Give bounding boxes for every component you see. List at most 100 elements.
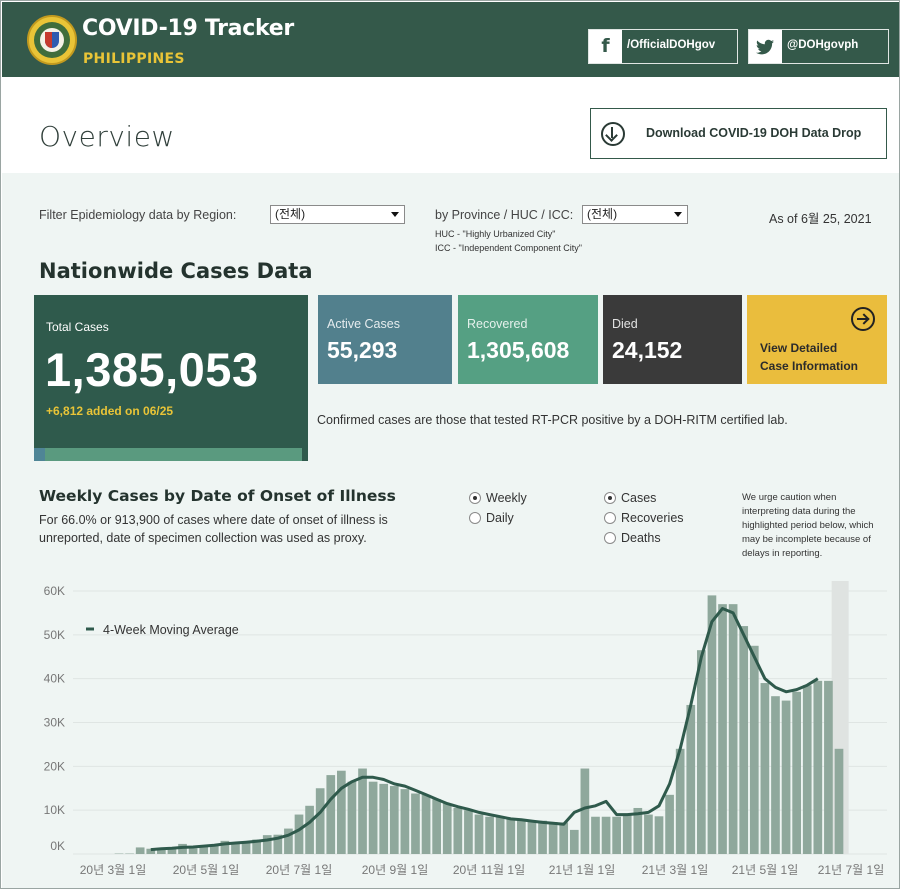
twitter-link[interactable]: @DOHgovph [748, 29, 889, 64]
chart-bar [697, 650, 706, 854]
active-share-segment [34, 448, 45, 461]
chart-bar [548, 822, 558, 854]
facebook-icon: f [589, 30, 622, 63]
chart-bar [442, 803, 452, 854]
doh-seal-icon [27, 15, 77, 65]
weekly-cases-chart: 0K 10K 20K 30K 40K 50K 60K 4-Week Moving Averag… [44, 581, 887, 877]
active-cases-card: Active Cases 55,293 [318, 295, 452, 384]
chart-bar [739, 626, 749, 854]
region-select[interactable]: (전체) [270, 205, 405, 224]
y-tick-label: 40K [44, 672, 65, 686]
chart-bar [199, 846, 209, 854]
chart-bar [337, 770, 346, 854]
huc-note: HUC - "Highly Urbanized City" [435, 229, 556, 239]
chart-bar [347, 781, 357, 854]
chart-bar [802, 685, 812, 854]
y-tick-label: 10K [44, 803, 65, 817]
radio-selected-icon [469, 492, 481, 504]
chart-bar [495, 816, 505, 854]
chevron-down-icon [674, 212, 682, 217]
download-icon [601, 122, 625, 146]
nationwide-title: Nationwide Cases Data [39, 259, 313, 283]
weekly-chart-title: Weekly Cases by Date of Onset of Illness [39, 487, 396, 505]
chart-bar [400, 789, 410, 854]
y-tick-label: 20K [44, 759, 65, 773]
x-tick-label: 20년 7월 1일 [266, 863, 332, 877]
download-data-drop-button[interactable]: Download COVID-19 DOH Data Drop [590, 108, 887, 159]
radio-cases-label: Cases [621, 491, 657, 505]
main-panel [2, 173, 899, 888]
chart-bar [580, 768, 590, 854]
twitter-label: @DOHgovph [787, 39, 859, 51]
chart-bar [644, 814, 653, 854]
cases-added-today: +6,812 added on 06/25 [46, 404, 174, 418]
chart-bar [262, 835, 272, 854]
chart-bar [834, 748, 844, 854]
radio-unselected-icon [604, 532, 616, 544]
chart-bar [474, 814, 484, 854]
chart-bar [792, 691, 801, 854]
region-select-value: (전체) [275, 207, 306, 221]
recovered-share-segment [45, 448, 302, 461]
detail-line-1: View Detailed [760, 341, 838, 355]
chart-bar [241, 841, 251, 854]
chart-bar [146, 848, 156, 854]
view-detailed-case-info-button[interactable]: View Detailed Case Information [747, 295, 887, 384]
chart-bar [612, 816, 621, 854]
x-tick-label: 21년 5월 1일 [732, 863, 798, 877]
chart-bar [315, 788, 325, 854]
chart-bar [389, 786, 399, 854]
died-label: Died [612, 317, 638, 331]
as-of-date: As of 6월 25, 2021 [769, 212, 872, 226]
radio-weekly-label: Weekly [486, 491, 527, 505]
x-tick-label: 21년 7월 1일 [818, 863, 884, 877]
app-title: COVID-19 Tracker [82, 16, 294, 41]
chart-bar [464, 810, 473, 854]
chart-bar [538, 820, 547, 854]
chart-bar [591, 816, 600, 854]
region-filter-label: Filter Epidemiology data by Region: [39, 208, 237, 222]
x-tick-label: 21년 3월 1일 [642, 863, 708, 877]
chart-bar [411, 793, 420, 854]
died-value: 24,152 [612, 337, 683, 363]
radio-unselected-icon [604, 512, 616, 524]
chart-bar [633, 807, 643, 854]
chart-bar [167, 847, 177, 854]
radio-recoveries-label: Recoveries [621, 511, 684, 525]
y-tick-label: 50K [44, 628, 65, 642]
province-select[interactable]: (전체) [582, 205, 688, 224]
chart-bar [686, 704, 696, 854]
total-cases-label: Total Cases [46, 320, 109, 334]
chart-bar [305, 805, 314, 854]
chart-bar [675, 748, 685, 854]
chart-bar [326, 775, 336, 854]
radio-deaths-label: Deaths [621, 531, 661, 545]
chart-bar [718, 604, 727, 854]
icc-note: ICC - "Independent Component City" [435, 243, 582, 253]
x-tick-label: 20년 5월 1일 [173, 863, 239, 877]
chart-bar [284, 828, 293, 854]
twitter-icon [749, 30, 782, 63]
radio-selected-icon [604, 492, 616, 504]
chart-bar [421, 794, 431, 854]
chart-bar [178, 843, 187, 854]
detail-line-2: Case Information [760, 359, 859, 373]
facebook-link[interactable]: f /OfficialDOHgov [588, 29, 738, 64]
chart-bar [506, 818, 516, 854]
radio-unselected-icon [469, 512, 481, 524]
chart-bar [432, 799, 441, 854]
chart-bar [707, 595, 717, 854]
chart-bar [368, 781, 378, 854]
chart-bar [188, 848, 198, 854]
chart-bar [485, 816, 494, 854]
total-cases-card: Total Cases 1,385,053 +6,812 added on 06… [34, 295, 308, 461]
chart-bar [273, 834, 283, 854]
chart-bar [559, 822, 569, 854]
chart-bar [135, 847, 145, 854]
x-tick-label: 20년 11월 1일 [453, 863, 525, 877]
chart-bar [358, 768, 367, 854]
confirmed-cases-note: Confirmed cases are those that tested RT… [317, 413, 788, 427]
arrow-right-circle-icon [851, 307, 875, 331]
reporting-caution-note: We urge caution when interpreting data d… [742, 492, 874, 559]
y-tick-label: 30K [44, 716, 65, 730]
